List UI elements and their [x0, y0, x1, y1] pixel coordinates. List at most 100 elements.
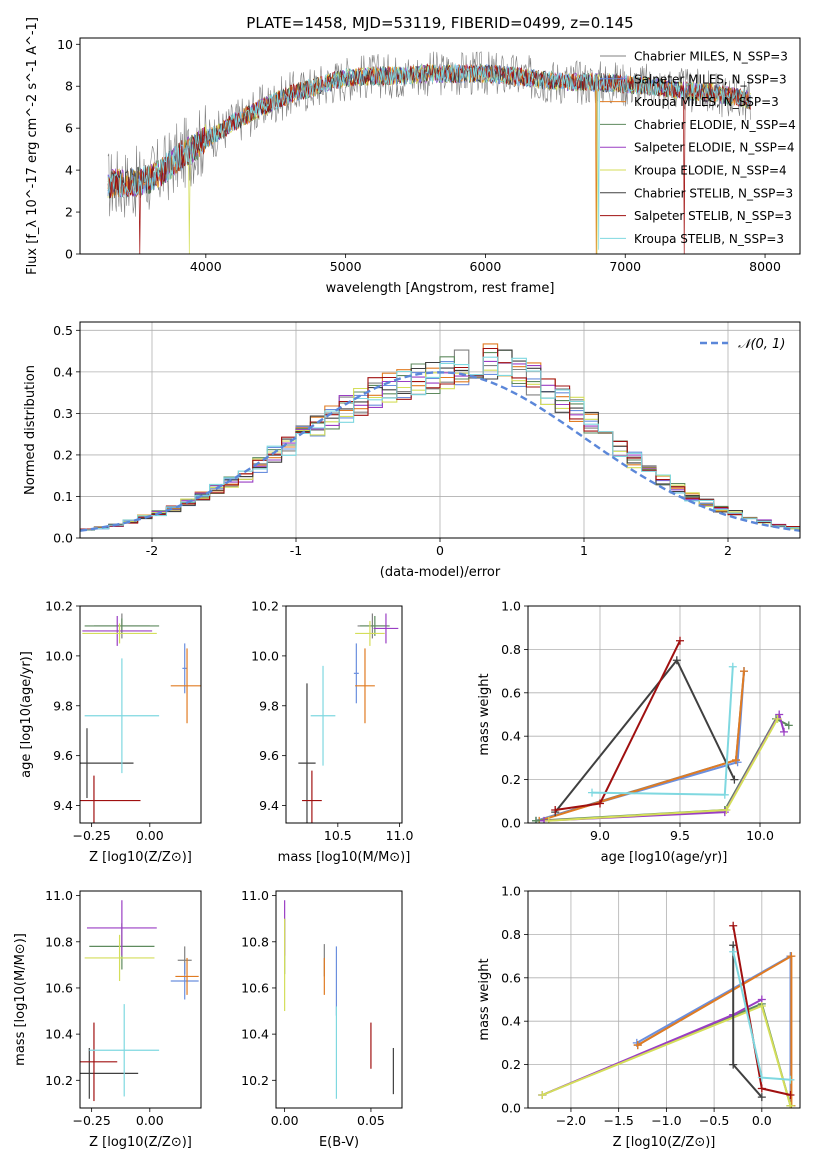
histogram-salpeter_stelib — [80, 347, 800, 530]
y-tick-label: 10.6 — [45, 980, 73, 995]
x-tick-label: 0.00 — [136, 1113, 164, 1128]
panel-spectrum: 4000 5000 6000 7000 8000 0 2 4 6 8 10 wavelength [A… — [25, 17, 801, 296]
x-axis-label: Z [log10(Z/Z⊙)] — [613, 1135, 716, 1150]
legend-entry-kroupa_stelib: Kroupa STELIB, N_SSP=3 — [634, 232, 784, 246]
panel-residuals: -2 -1 0 1 2 0.0 0.1 0.2 0.3 0.4 0.5 (data-model)/er… — [23, 321, 801, 580]
y-axis-label: mass [log10(M/M⊙)] — [13, 933, 28, 1066]
x-tick-label: 9.0 — [590, 828, 610, 843]
plot-area — [284, 900, 394, 1099]
plot-area — [538, 921, 796, 1108]
weight-marker-salpeter_stelib — [757, 1084, 766, 1093]
y-tick-label: 0.8 — [501, 642, 521, 657]
weight-marker-kroupa_miles — [633, 1041, 642, 1050]
y-tick-label: 9.6 — [259, 748, 279, 763]
y-tick-label: 9.8 — [53, 698, 73, 713]
weight-marker-salpeter_stelib — [729, 921, 738, 930]
y-tick-label: 10.2 — [45, 1073, 73, 1088]
weight-marker-kroupa_stelib — [728, 662, 737, 671]
x-axis-label: Z [log10(Z/Z⊙)] — [89, 1135, 192, 1150]
axes-frame — [527, 605, 801, 824]
y-tick-label: 8 — [65, 79, 73, 94]
y-tick-label: 0.8 — [501, 927, 521, 942]
weight-marker-kroupa_miles — [787, 952, 796, 961]
x-tick-label: 0 — [436, 543, 444, 558]
weight-marker-kroupa_elodie — [757, 1002, 766, 1011]
weight-marker-kroupa_stelib — [720, 790, 729, 799]
x-tick-label: 4000 — [190, 259, 222, 274]
y-tick-label: 10.8 — [45, 934, 73, 949]
histogram-salpeter_elodie — [80, 360, 800, 531]
weight-marker-kroupa_elodie — [538, 1090, 547, 1099]
weight-marker-salpeter_stelib — [596, 799, 604, 808]
weight-marker-salpeter_elodie — [780, 727, 788, 736]
y-tick-label: 0.4 — [501, 1014, 521, 1029]
x-tick-label: 2 — [724, 543, 732, 558]
y-tick-label: 6 — [65, 121, 73, 136]
weight-line-kroupa_miles — [538, 671, 745, 822]
weight-marker-chabrier_stelib — [730, 775, 739, 784]
y-tick-label: 10.0 — [45, 648, 73, 663]
y-tick-label: 0.2 — [501, 1057, 521, 1072]
y-tick-label: 10.2 — [45, 599, 73, 614]
x-tick-label: 10.0 — [746, 828, 774, 843]
x-tick-label: 1 — [580, 543, 588, 558]
x-tick-label: 0.0 — [752, 1113, 772, 1128]
x-axis-label: E(B-V) — [319, 1135, 359, 1150]
weight-marker-chabrier_stelib — [757, 1093, 766, 1102]
y-tick-label: 10 — [57, 37, 73, 52]
histogram-kroupa_elodie — [80, 369, 800, 530]
weight-marker-kroupa_stelib — [786, 1075, 795, 1084]
weight-marker-chabrier_elodie — [532, 816, 540, 823]
weight-marker-kroupa_stelib — [588, 788, 596, 797]
legend-entry-kroupa_elodie: Kroupa ELODIE, N_SSP=4 — [634, 164, 787, 178]
y-tick-label: 1.0 — [501, 599, 521, 614]
y-tick-label: 11.0 — [241, 888, 269, 903]
x-tick-label: 0.00 — [271, 1113, 299, 1128]
legend-entry-salpeter_stelib: Salpeter STELIB, N_SSP=3 — [634, 209, 792, 223]
chart-title: PLATE=1458, MJD=53119, FIBERID=0499, z=0… — [246, 14, 633, 32]
y-tick-label: 0 — [65, 247, 73, 262]
y-tick-label: 0.4 — [53, 364, 73, 379]
spectrum-line-chabrier_miles — [107, 51, 751, 218]
y-tick-label: 0.0 — [501, 816, 521, 831]
weight-marker-kroupa_miles — [732, 756, 740, 765]
y-tick-label: 10.2 — [251, 599, 279, 614]
weight-marker-chabrier_stelib — [672, 656, 681, 665]
x-tick-label: 11.0 — [386, 828, 414, 843]
x-tick-label: −0.5 — [699, 1113, 729, 1128]
y-tick-label: 0.2 — [53, 447, 73, 462]
y-tick-label: 9.4 — [53, 798, 73, 813]
y-axis-label: age [log10(age/yr)] — [19, 651, 34, 778]
y-tick-label: 0.2 — [501, 772, 521, 787]
axes-frame — [285, 605, 403, 824]
legend-entry-chabrier_elodie: Chabrier ELODIE, N_SSP=4 — [634, 118, 796, 132]
axes-frame — [79, 890, 202, 1109]
legend-entry-salpeter_elodie: Salpeter ELODIE, N_SSP=4 — [634, 141, 795, 155]
y-tick-label: 10.2 — [241, 1073, 269, 1088]
x-tick-label: 9.5 — [670, 828, 690, 843]
plot-area — [80, 900, 199, 1102]
y-axis-label: Normed distribution — [23, 365, 38, 495]
legend-entry-chabrier_stelib: Chabrier STELIB, N_SSP=3 — [634, 186, 793, 200]
weight-marker-kroupa_elodie — [773, 714, 782, 723]
y-axis-label: mass weight — [477, 958, 492, 1040]
y-tick-label: 9.6 — [53, 748, 73, 763]
weight-marker-kroupa_elodie — [786, 1101, 795, 1108]
x-tick-label: 8000 — [749, 259, 781, 274]
weight-marker-salpeter_stelib — [786, 1090, 795, 1099]
x-tick-label: −2.0 — [556, 1113, 586, 1128]
y-tick-label: 0.1 — [53, 489, 73, 504]
plot-area — [298, 613, 399, 823]
y-tick-label: 0.0 — [501, 1101, 521, 1116]
x-tick-label: 10.5 — [324, 828, 352, 843]
x-tick-label: -1 — [290, 543, 302, 558]
gaussian-curve — [80, 371, 800, 532]
weight-marker-chabrier_stelib — [729, 1060, 738, 1069]
legend-entry-gaussian: 𝒩(0, 1) — [738, 337, 785, 352]
x-tick-label: −0.25 — [72, 1113, 110, 1128]
panel-weight_vs_age: 9.0 9.5 10.0 0.0 0.2 0.4 0.6 0.8 1.0 age [log10(a… — [477, 599, 801, 865]
legend-entry-chabrier_miles: Chabrier MILES, N_SSP=3 — [634, 50, 788, 64]
y-tick-label: 10.4 — [45, 1027, 73, 1042]
axes-frame — [79, 37, 801, 255]
legend-entry-kroupa_miles: Kroupa MILES, N_SSP=3 — [634, 95, 779, 109]
